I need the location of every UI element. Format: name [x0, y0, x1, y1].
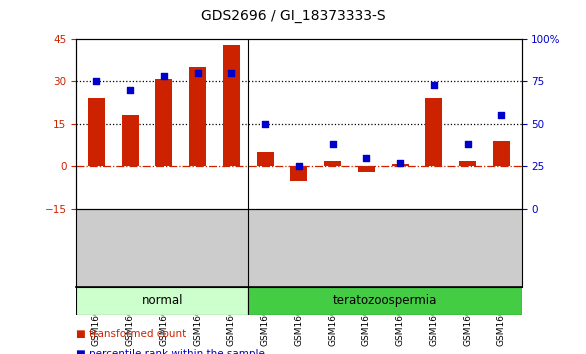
Point — [227, 70, 236, 76]
Bar — [88, 98, 105, 166]
Point — [362, 155, 371, 161]
Bar — [493, 141, 510, 166]
Point — [396, 160, 405, 166]
Point — [463, 142, 472, 147]
Bar — [459, 161, 476, 166]
Point — [496, 113, 506, 118]
Bar — [291, 166, 307, 181]
Text: GDS2696 / GI_18373333-S: GDS2696 / GI_18373333-S — [200, 9, 386, 23]
Bar — [358, 166, 375, 172]
Point — [429, 82, 438, 88]
Point — [92, 79, 101, 84]
Bar — [76, 287, 248, 315]
Point — [294, 164, 304, 169]
Bar — [223, 45, 240, 166]
Bar — [122, 115, 139, 166]
Point — [328, 142, 338, 147]
Point — [260, 121, 270, 127]
Bar — [155, 79, 172, 166]
Bar — [425, 98, 442, 166]
Bar — [189, 67, 206, 166]
Bar — [257, 152, 274, 166]
Text: teratozoospermia: teratozoospermia — [333, 295, 437, 307]
Point — [159, 74, 169, 79]
Point — [193, 70, 202, 76]
Bar — [324, 161, 341, 166]
Text: normal: normal — [141, 295, 183, 307]
Point — [125, 87, 135, 93]
Text: ■ transformed count: ■ transformed count — [76, 329, 186, 339]
Bar — [248, 287, 522, 315]
Text: ■ percentile rank within the sample: ■ percentile rank within the sample — [76, 349, 265, 354]
Bar — [391, 164, 408, 166]
